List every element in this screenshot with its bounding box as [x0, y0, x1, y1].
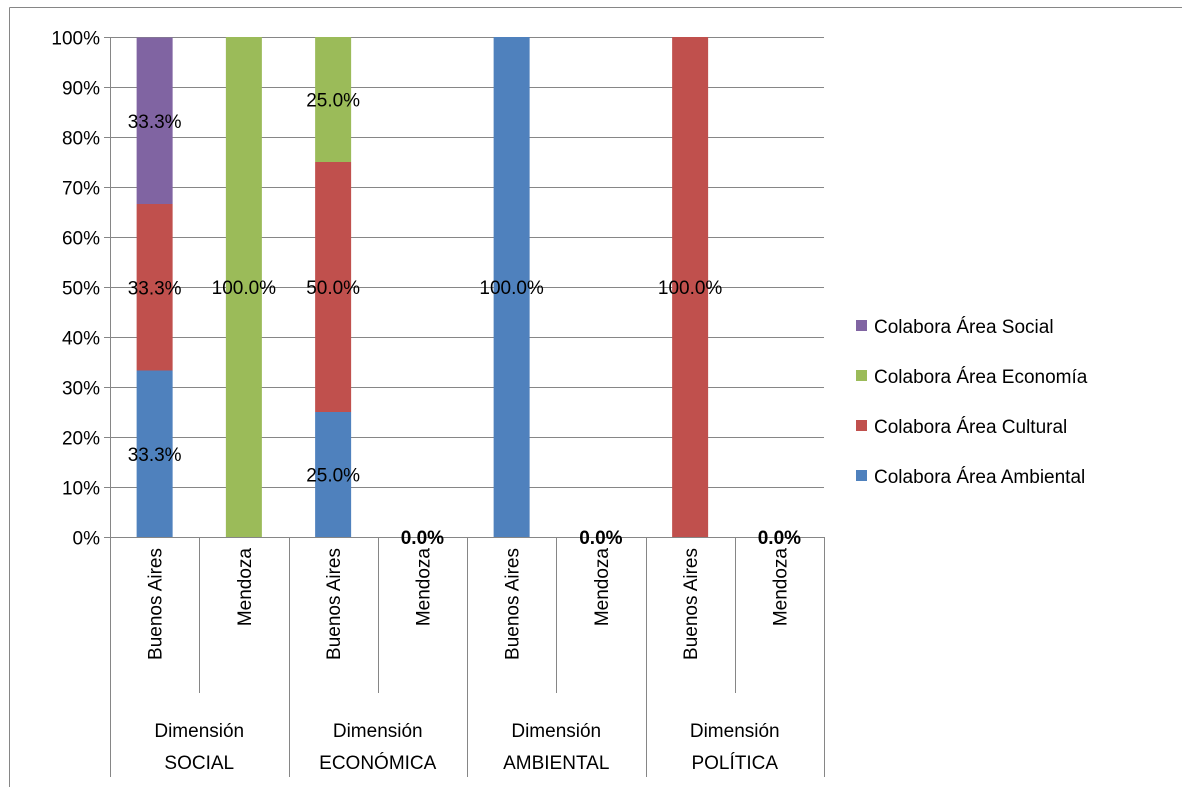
y-tick-label: 70% [62, 179, 100, 200]
group-label: AMBIENTAL [503, 753, 609, 774]
bar-segment [136, 204, 173, 371]
bar-segment [225, 37, 262, 537]
bar-segment [493, 37, 530, 537]
legend-label: Colabora Área Ambiental [874, 467, 1085, 488]
data-label: 25.0% [306, 91, 360, 112]
data-label: 25.0% [306, 466, 360, 487]
y-tick-label: 40% [62, 329, 100, 350]
zero-data-label: 0.0% [758, 528, 801, 549]
data-label: 33.3% [128, 112, 182, 133]
y-tick-label: 0% [73, 529, 101, 550]
y-tick-label: 20% [62, 429, 100, 450]
legend-swatch [856, 320, 867, 331]
x-tick-label: Mendoza [770, 548, 791, 627]
y-tick-label: 60% [62, 229, 100, 250]
zero-data-label: 0.0% [579, 528, 622, 549]
bar-segment [315, 37, 352, 162]
legend-swatch [856, 420, 867, 431]
bar-segment [315, 412, 352, 537]
x-tick-label: Mendoza [235, 548, 256, 627]
group-label: POLÍTICA [691, 753, 778, 774]
x-tick-label: Mendoza [592, 548, 613, 627]
y-tick-label: 80% [62, 129, 100, 150]
bar-segment [136, 37, 173, 204]
x-tick-label: Buenos Aires [146, 548, 167, 660]
group-label: SOCIAL [164, 753, 234, 774]
zero-data-label: 0.0% [401, 528, 444, 549]
legend-swatch [856, 370, 867, 381]
x-tick-label: Mendoza [413, 548, 434, 627]
bar-segment [136, 370, 173, 537]
data-label: 100.0% [658, 278, 723, 299]
group-label: Dimensión [154, 721, 244, 742]
x-tick-label: Buenos Aires [324, 548, 345, 660]
bars [136, 37, 709, 537]
bar-segment [672, 37, 709, 537]
y-tick-label: 100% [51, 29, 100, 50]
group-label: ECONÓMICA [319, 752, 437, 774]
legend: Colabora Área Social Colabora Área Econom… [856, 317, 1088, 488]
y-tick-label: 90% [62, 79, 100, 100]
data-label: 50.0% [306, 278, 360, 299]
group-label: Dimensión [333, 721, 423, 742]
y-tick-label: 50% [62, 279, 100, 300]
legend-label: Colabora Área Cultural [874, 417, 1067, 438]
axes: 0% 10% 20% 30% 40% 50% 60% 70% 80% 90% 100% Buenos … [51, 29, 825, 777]
legend-label: Colabora Área Social [874, 317, 1054, 338]
data-label: 100.0% [212, 278, 277, 299]
data-label: 100.0% [479, 278, 544, 299]
bar-segment [315, 162, 352, 412]
group-label: Dimensión [690, 721, 780, 742]
x-tick-label: Buenos Aires [503, 548, 524, 660]
x-tick-label: Buenos Aires [681, 548, 702, 660]
legend-label: Colabora Área Economía [874, 367, 1088, 388]
y-tick-label: 10% [62, 479, 100, 500]
y-tick-label: 30% [62, 379, 100, 400]
data-label: 33.3% [128, 278, 182, 299]
legend-swatch [856, 470, 867, 481]
group-label: Dimensión [511, 721, 601, 742]
data-label: 33.3% [128, 445, 182, 466]
data-labels: 33.3% 25.0% 100.0% 33.3% 50.0% 100.0% 100.0% 25… [128, 91, 801, 550]
